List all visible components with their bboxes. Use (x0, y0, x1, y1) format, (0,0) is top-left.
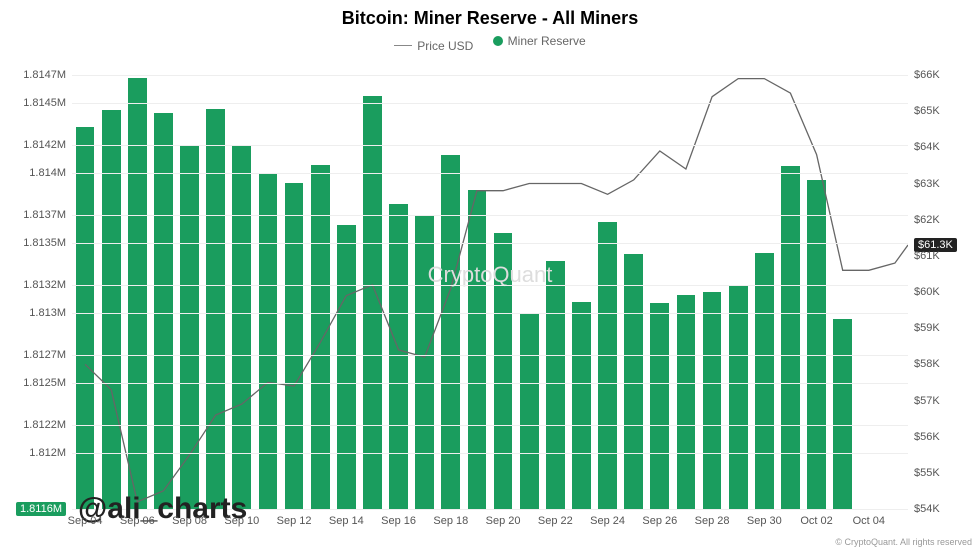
y-right-tick-label: $60K (914, 286, 940, 298)
legend-item-reserve: Miner Reserve (493, 34, 586, 48)
watermark-handle: @ali_charts (78, 492, 247, 526)
y-left-tick-label: 1.812M (29, 447, 66, 459)
y-left-tick-label: 1.814M (29, 167, 66, 179)
y-right-tick-label: $58K (914, 358, 940, 370)
y-right-tick-label: $66K (914, 69, 940, 81)
y-left-tick-label: 1.8135M (23, 237, 66, 249)
y-left-tick-label: 1.8142M (23, 139, 66, 151)
y-right-tick-label: $57K (914, 395, 940, 407)
y-right-tick-label: $64K (914, 141, 940, 153)
line-icon (394, 45, 412, 46)
x-tick-label: Sep 08 (172, 515, 207, 527)
x-tick-label: Sep 12 (277, 515, 312, 527)
grid-line (72, 243, 908, 244)
x-tick-label: Sep 22 (538, 515, 573, 527)
y-left-tick-label: 1.8116M (16, 502, 66, 516)
grid-line (72, 355, 908, 356)
y-right-tick-label: $63K (914, 178, 940, 190)
chart-title: Bitcoin: Miner Reserve - All Miners (0, 8, 980, 29)
x-tick-label: Sep 30 (747, 515, 782, 527)
y-left-tick-label: 1.813M (29, 307, 66, 319)
legend-line-label: Price USD (417, 39, 473, 53)
y-left-tick-label: 1.8132M (23, 279, 66, 291)
y-right-tick-label: $59K (914, 322, 940, 334)
grid-line (72, 425, 908, 426)
grid-line (72, 173, 908, 174)
grid-line (72, 145, 908, 146)
x-tick-label: Sep 20 (486, 515, 521, 527)
y-right-tick-label: $55K (914, 467, 940, 479)
x-tick-label: Sep 28 (695, 515, 730, 527)
x-tick-label: Sep 04 (68, 515, 103, 527)
y-left-tick-label: 1.8145M (23, 97, 66, 109)
grid-line (72, 313, 908, 314)
price-line (85, 79, 908, 502)
x-tick-label: Sep 26 (642, 515, 677, 527)
y-left-tick-label: 1.8127M (23, 349, 66, 361)
x-tick-label: Sep 14 (329, 515, 364, 527)
grid-line (72, 383, 908, 384)
grid-line (72, 75, 908, 76)
y-right-tick-label: $62K (914, 214, 940, 226)
x-tick-label: Sep 10 (224, 515, 259, 527)
y-left-tick-label: 1.8147M (23, 69, 66, 81)
y-right-tick-label: $65K (914, 105, 940, 117)
grid-line (72, 215, 908, 216)
x-tick-label: Sep 24 (590, 515, 625, 527)
line-layer (72, 75, 908, 509)
y-left-tick-label: 1.8125M (23, 377, 66, 389)
legend-bar-label: Miner Reserve (508, 34, 586, 48)
dot-icon (493, 36, 503, 46)
y-left-tick-label: 1.8122M (23, 419, 66, 431)
x-tick-label: Sep 06 (120, 515, 155, 527)
y-right-tick-label: $61K (914, 250, 940, 262)
grid-line (72, 103, 908, 104)
y-left-tick-label: 1.8137M (23, 209, 66, 221)
x-tick-label: Oct 02 (800, 515, 832, 527)
copyright-text: © CryptoQuant. All rights reserved (835, 537, 972, 547)
legend-item-price: Price USD (394, 39, 473, 53)
x-tick-label: Sep 16 (381, 515, 416, 527)
y-right-tick-label: $56K (914, 431, 940, 443)
x-tick-label: Sep 18 (433, 515, 468, 527)
x-tick-label: Oct 04 (853, 515, 885, 527)
grid-line (72, 285, 908, 286)
y-right-tick-label: $54K (914, 503, 940, 515)
legend: Price USD Miner Reserve (0, 34, 980, 53)
plot-area: CryptoQuant (72, 75, 908, 509)
grid-line (72, 453, 908, 454)
